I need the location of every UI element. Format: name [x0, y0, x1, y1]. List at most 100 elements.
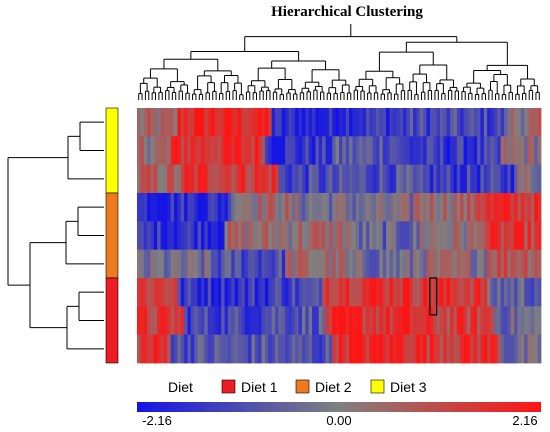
heatmap-cell — [241, 193, 246, 222]
heatmap-cell — [527, 334, 532, 364]
heatmap-cell — [413, 278, 417, 307]
heatmap-cell — [264, 334, 269, 364]
heatmap-cell — [180, 193, 185, 222]
heatmap-cell — [487, 108, 491, 137]
heatmap-cell — [466, 164, 471, 194]
heatmap-cell — [460, 249, 464, 279]
heatmap-cell — [251, 193, 256, 222]
heatmap-cell — [480, 334, 485, 364]
heatmap-cell — [285, 278, 289, 307]
heatmap-cell — [285, 334, 289, 364]
heatmap-cell — [487, 278, 491, 307]
heatmap-cell — [157, 193, 161, 222]
heatmap-cell — [301, 108, 306, 137]
heatmap-cell — [349, 278, 353, 307]
heatmap-cell — [362, 108, 367, 137]
heatmap-cell — [524, 249, 528, 279]
heatmap-cell — [194, 164, 198, 194]
heatmap-cell — [231, 334, 236, 364]
heatmap-cell — [137, 221, 141, 251]
heatmap-cell — [268, 164, 273, 194]
heatmap-cell — [325, 136, 330, 166]
heatmap-cell — [487, 306, 491, 336]
heatmap-cell — [308, 334, 313, 364]
heatmap-cell — [160, 278, 165, 307]
heatmap-cell — [493, 108, 498, 137]
heatmap-cell — [456, 334, 461, 364]
heatmap-cell — [288, 193, 293, 222]
heatmap-cell — [301, 278, 306, 307]
heatmap-cell — [483, 136, 488, 166]
heatmap-cell — [537, 306, 542, 336]
heatmap-cell — [200, 164, 205, 194]
heatmap-cell — [426, 334, 431, 364]
heatmap-cell — [268, 249, 273, 279]
heatmap-cell — [473, 164, 478, 194]
heatmap-cell — [440, 193, 444, 222]
heatmap-cell — [406, 334, 411, 364]
heatmap-cell — [359, 136, 363, 166]
heatmap-cell — [497, 221, 501, 251]
heatmap-cell — [406, 136, 411, 166]
heatmap-cell — [312, 249, 316, 279]
heatmap-cell — [443, 193, 448, 222]
heatmap-cell — [514, 164, 518, 194]
heatmap-cell — [288, 306, 293, 336]
heatmap-cell — [507, 278, 512, 307]
heatmap-cell — [355, 136, 360, 166]
heatmap-cell — [345, 164, 350, 194]
heatmap-cell — [419, 306, 424, 336]
heatmap-cell — [433, 278, 438, 307]
heatmap-cell — [514, 136, 518, 166]
heatmap-cell — [153, 136, 158, 166]
heatmap-cell — [197, 108, 202, 137]
heatmap-cell — [480, 108, 485, 137]
heatmap-cell — [147, 136, 151, 166]
heatmap-cell — [271, 108, 276, 137]
heatmap-cell — [291, 334, 296, 364]
heatmap-cell — [170, 164, 175, 194]
heatmap-cell — [406, 249, 411, 279]
heatmap-cell — [436, 221, 441, 251]
heatmap-cell — [153, 306, 158, 336]
heatmap-cell — [524, 221, 528, 251]
heatmap-cell — [355, 306, 360, 336]
heatmap-cell — [359, 193, 363, 222]
heatmap-cell — [379, 164, 384, 194]
heatmap-cell — [365, 164, 370, 194]
heatmap-cell — [227, 108, 232, 137]
heatmap-cell — [480, 278, 485, 307]
heatmap-cell — [271, 306, 276, 336]
heatmap-cell — [349, 306, 353, 336]
heatmap-cell — [204, 221, 209, 251]
heatmap-cell — [510, 249, 515, 279]
heatmap-cell — [258, 249, 262, 279]
heatmap-cell — [376, 221, 380, 251]
heatmap-cell — [271, 334, 276, 364]
heatmap-cell — [251, 221, 256, 251]
heatmap-cell — [376, 249, 380, 279]
heatmap-cell — [174, 164, 178, 194]
heatmap-cell — [443, 164, 448, 194]
heatmap-cell — [221, 108, 225, 137]
heatmap-cell — [409, 193, 414, 222]
heatmap-cell — [194, 221, 198, 251]
heatmap-cell — [429, 108, 434, 137]
heatmap-cell — [204, 136, 209, 166]
heatmap-cell — [332, 278, 337, 307]
heatmap-cell — [537, 221, 542, 251]
heatmap-cell — [453, 108, 458, 137]
heatmap-cell — [490, 334, 495, 364]
heatmap-cell — [214, 249, 219, 279]
heatmap-cell — [443, 306, 448, 336]
heatmap-cell — [137, 278, 141, 307]
heatmap-cells — [137, 108, 542, 364]
heatmap-cell — [537, 164, 542, 194]
heatmap-cell — [137, 249, 141, 279]
heatmap-cell — [244, 193, 249, 222]
heatmap-cell — [524, 164, 528, 194]
heatmap-cell — [362, 334, 367, 364]
heatmap-cell — [355, 249, 360, 279]
heatmap-cell — [527, 193, 532, 222]
